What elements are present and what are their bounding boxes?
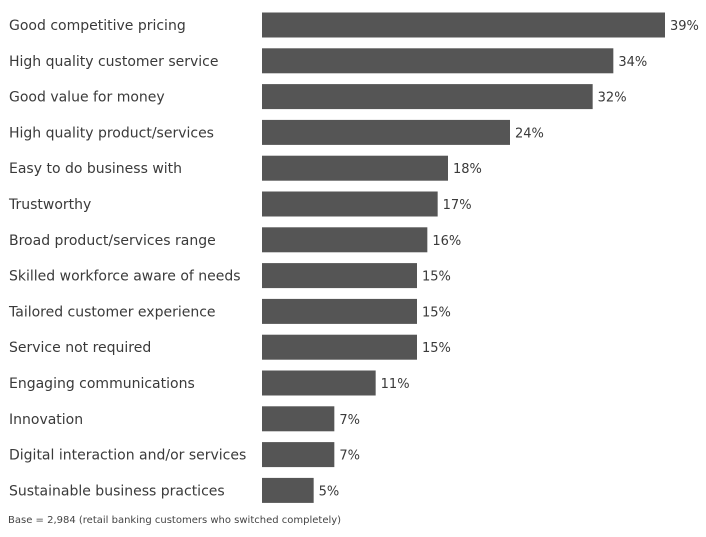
bar (262, 263, 417, 289)
category-label: Digital interaction and/or services (9, 448, 246, 464)
bar (262, 119, 510, 145)
category-label: Broad product/services range (9, 233, 216, 249)
bar (262, 406, 335, 432)
value-label: 15% (422, 270, 451, 285)
bar (262, 155, 448, 181)
category-label: High quality product/services (9, 125, 214, 141)
bar (262, 370, 376, 396)
value-label: 11% (381, 377, 410, 392)
bar (262, 84, 593, 110)
bar (262, 442, 335, 468)
category-label: Good competitive pricing (9, 18, 186, 34)
category-label: Innovation (9, 412, 83, 428)
category-label: Skilled workforce aware of needs (9, 269, 241, 285)
category-label: Sustainable business practices (9, 483, 225, 499)
value-label: 24% (515, 126, 544, 141)
category-label: Good value for money (9, 90, 165, 106)
value-label: 15% (422, 305, 451, 320)
value-label: 34% (618, 55, 647, 70)
value-label: 15% (422, 341, 451, 356)
value-label: 18% (453, 162, 482, 177)
category-label: Tailored customer experience (8, 304, 216, 320)
category-label: Service not required (9, 340, 151, 356)
bar (262, 334, 417, 360)
bar (262, 477, 314, 503)
category-label: Easy to do business with (9, 161, 182, 177)
value-label: 7% (339, 449, 360, 464)
value-label: 5% (319, 484, 340, 499)
category-label: Engaging communications (9, 376, 195, 392)
bar (262, 298, 417, 324)
value-label: 17% (443, 198, 472, 213)
horizontal-bar-chart: Good competitive pricing 39% High quality … (8, 12, 699, 503)
bar (262, 227, 428, 253)
bar (262, 191, 438, 217)
base-footnote: Base = 2,984 (retail banking customers w… (8, 515, 342, 526)
bar (262, 48, 614, 74)
value-label: 39% (670, 19, 699, 34)
value-label: 7% (339, 413, 360, 428)
value-label: 16% (432, 234, 461, 249)
category-label: High quality customer service (9, 54, 219, 70)
category-label: Trustworthy (8, 197, 91, 213)
bar (262, 12, 665, 38)
value-label: 32% (598, 91, 627, 106)
